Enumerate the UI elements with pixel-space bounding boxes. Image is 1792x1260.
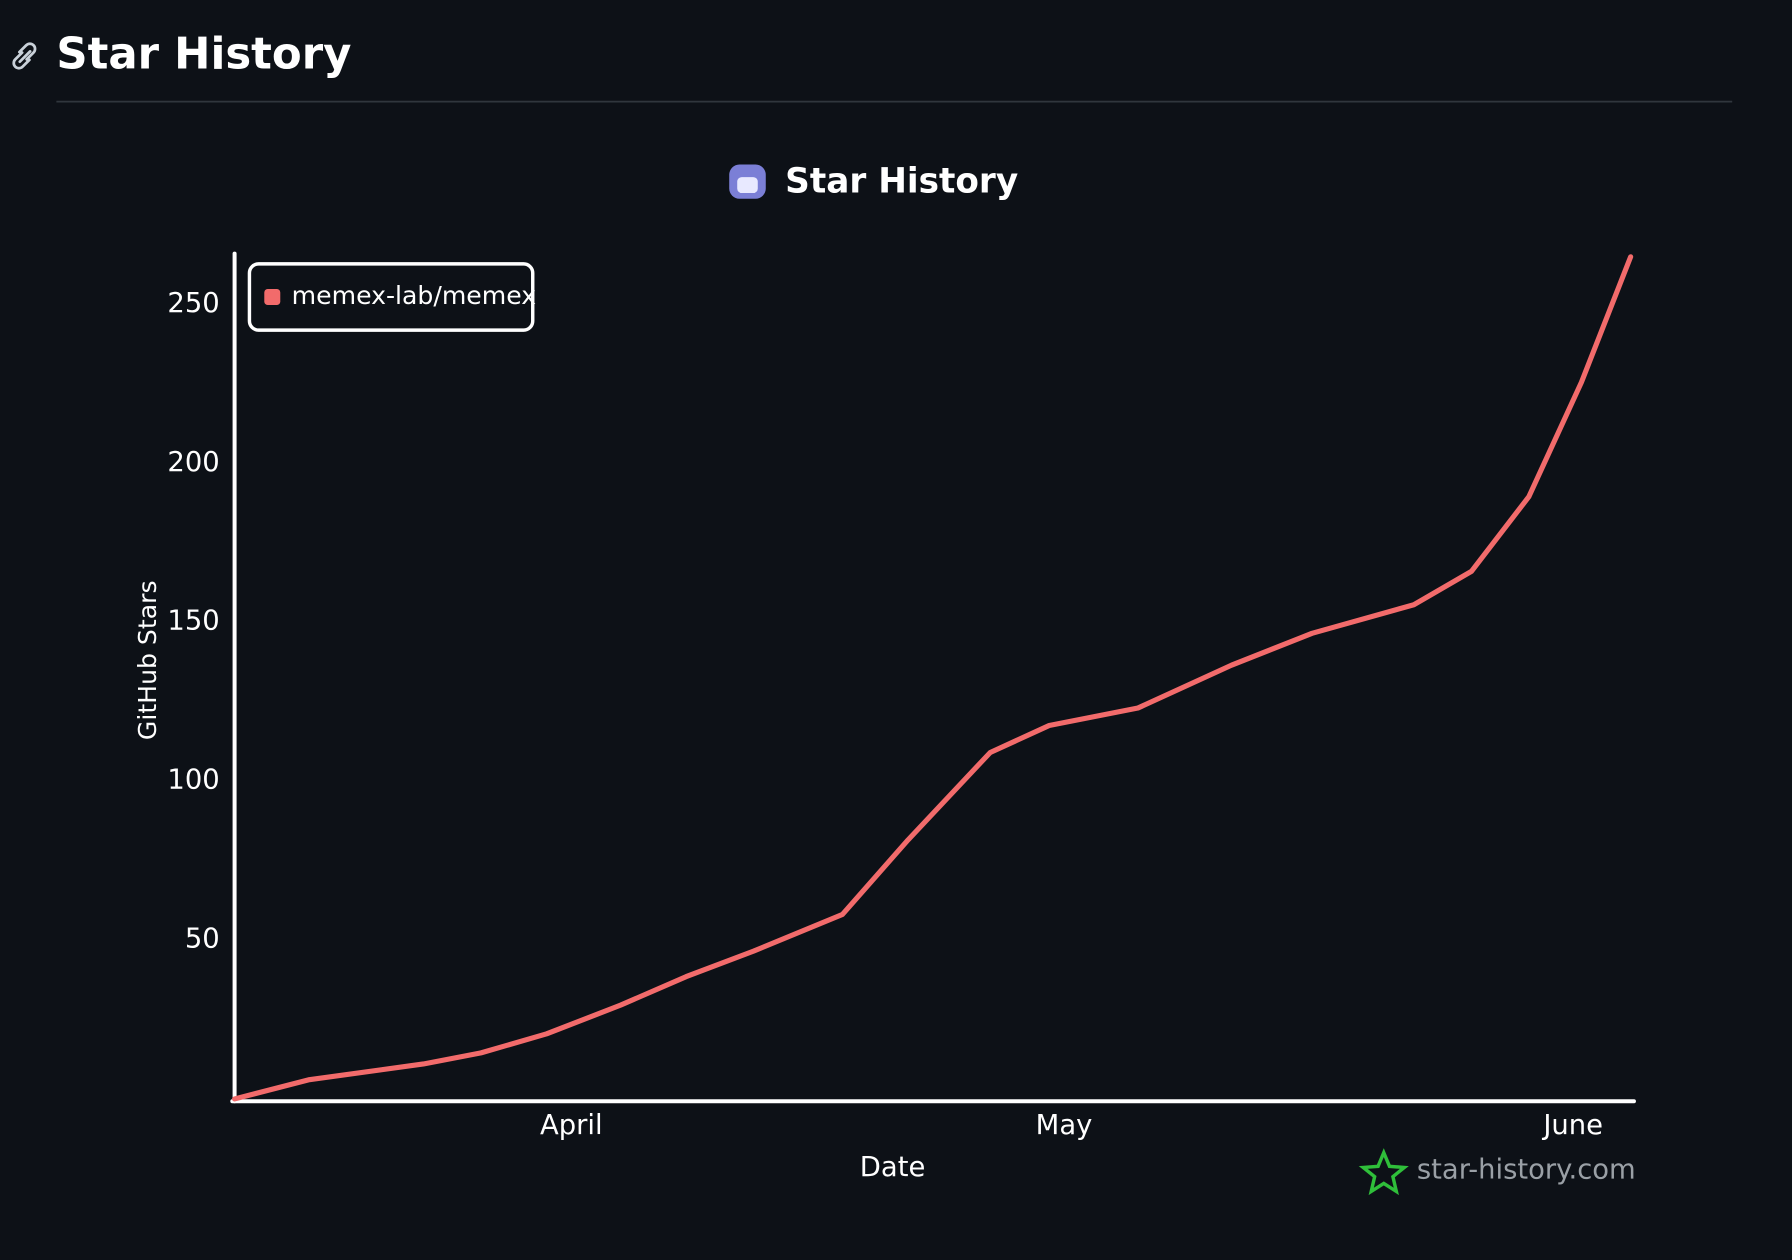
y-tick-label: 150 xyxy=(167,606,219,637)
legend-box xyxy=(247,262,535,332)
y-tick-label: 250 xyxy=(167,288,219,319)
y-tick-label: 50 xyxy=(185,924,220,955)
x-tick-label: April xyxy=(540,1110,603,1141)
legend-swatch xyxy=(264,289,281,306)
watermark: star-history.com xyxy=(1358,1148,1636,1196)
x-tick-label: May xyxy=(1036,1110,1093,1141)
y-axis-label: GitHub Stars xyxy=(133,580,162,740)
legend-label: memex-lab/memex xyxy=(292,281,537,310)
chart-logo xyxy=(729,164,766,199)
chart-title: Star History xyxy=(785,161,1018,201)
y-tick-label: 100 xyxy=(167,765,219,796)
x-axis-label: Date xyxy=(860,1152,926,1183)
x-tick-label: June xyxy=(1541,1110,1603,1141)
link-icon[interactable] xyxy=(12,42,37,70)
watermark-text: star-history.com xyxy=(1417,1154,1636,1185)
legend: memex-lab/memex xyxy=(247,262,537,332)
y-tick-label: 200 xyxy=(167,447,219,478)
series-line xyxy=(232,254,1634,1102)
heading: Star History xyxy=(56,30,351,80)
